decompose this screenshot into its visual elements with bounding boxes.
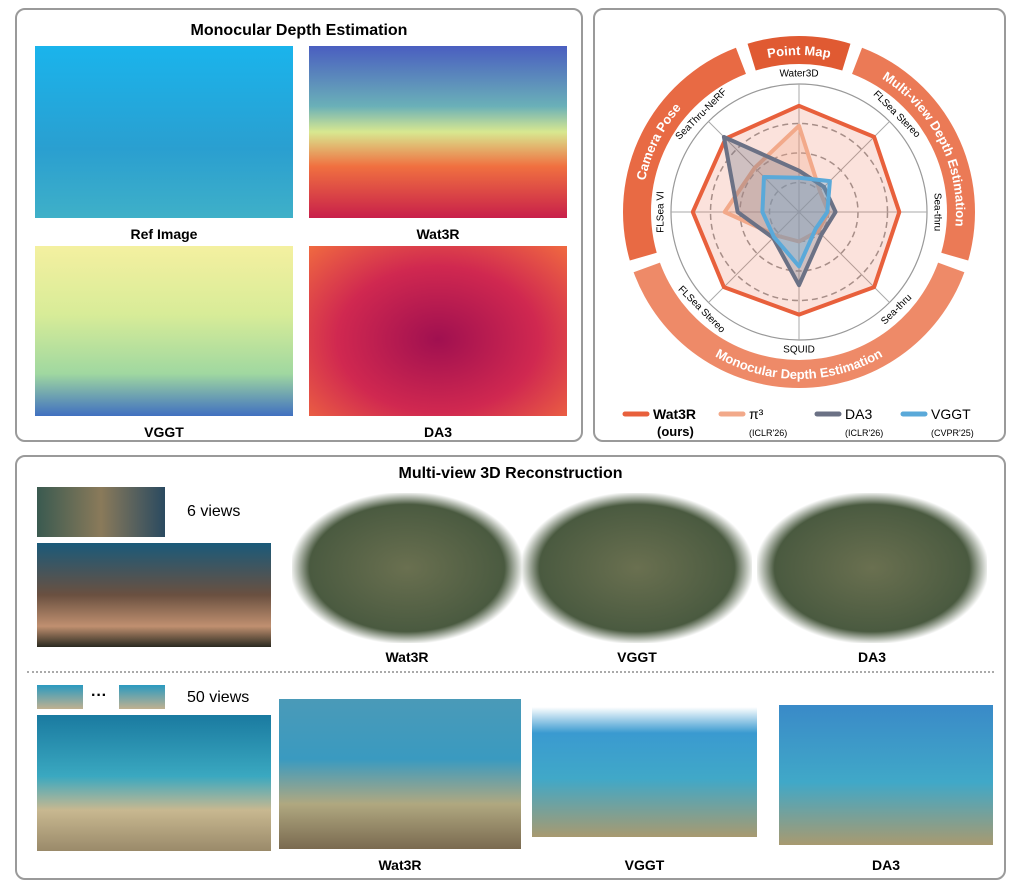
legend-label: VGGT <box>931 406 971 422</box>
ring-segment <box>633 262 965 388</box>
legend-note: (ICLR'26) <box>845 428 883 438</box>
depth-map <box>309 46 567 218</box>
axis-label: Sea-thru <box>931 193 942 231</box>
legend-note: (CVPR'25) <box>931 428 974 438</box>
reconstruction <box>522 493 752 643</box>
reconstruction <box>292 493 522 643</box>
ref-image <box>37 715 271 851</box>
ring-segment <box>623 47 746 261</box>
caption: DA3 <box>871 857 900 873</box>
legend-label: π³ <box>749 406 764 422</box>
caption: DA3 <box>857 649 886 665</box>
recon-panel: Multi-view 3D Reconstruction 6 views Wat… <box>15 455 1006 880</box>
axis-label: FLSea VI <box>656 191 667 233</box>
caption: Wat3R <box>385 649 429 665</box>
caption: VGGT <box>617 649 657 665</box>
legend-note: (ours) <box>657 424 694 439</box>
view-thumbnail <box>37 685 83 709</box>
caption: Wat3R <box>416 226 460 242</box>
depth-map <box>309 246 567 416</box>
ring-segment <box>852 47 975 261</box>
panel-title: Monocular Depth Estimation <box>190 22 408 39</box>
depth-panel: Monocular Depth Estimation Ref Image Wat… <box>15 8 583 442</box>
caption: DA3 <box>423 424 452 440</box>
caption: VGGT <box>624 857 665 873</box>
reconstruction <box>779 705 993 845</box>
reconstruction <box>532 707 757 837</box>
reconstruction <box>279 699 521 849</box>
legend-label: Wat3R <box>653 406 696 422</box>
axis-label: SQUID <box>783 345 815 356</box>
radar-series <box>722 123 831 244</box>
ref-image <box>37 543 271 647</box>
radar-series <box>760 174 832 269</box>
view-count: 6 views <box>187 503 241 520</box>
ellipsis: ··· <box>91 687 107 704</box>
ref-image <box>35 46 293 218</box>
view-count: 50 views <box>187 689 250 706</box>
divider <box>27 671 994 673</box>
view-thumbnails <box>37 487 165 537</box>
caption: Wat3R <box>378 857 422 873</box>
reconstruction <box>757 493 987 643</box>
radar-series <box>690 103 902 317</box>
legend-label: DA3 <box>845 406 872 422</box>
axis-label: Water3D <box>779 69 818 80</box>
view-thumbnail <box>119 685 165 709</box>
ring-segment <box>747 36 851 71</box>
panel-title: Multi-view 3D Reconstruction <box>398 465 623 482</box>
radar-panel: Point Map Multi-view Depth Estimation Mono… <box>593 8 1006 442</box>
legend-note: (ICLR'26) <box>749 428 787 438</box>
caption: VGGT <box>144 424 184 440</box>
caption: Ref Image <box>130 226 198 242</box>
depth-map <box>35 246 293 416</box>
